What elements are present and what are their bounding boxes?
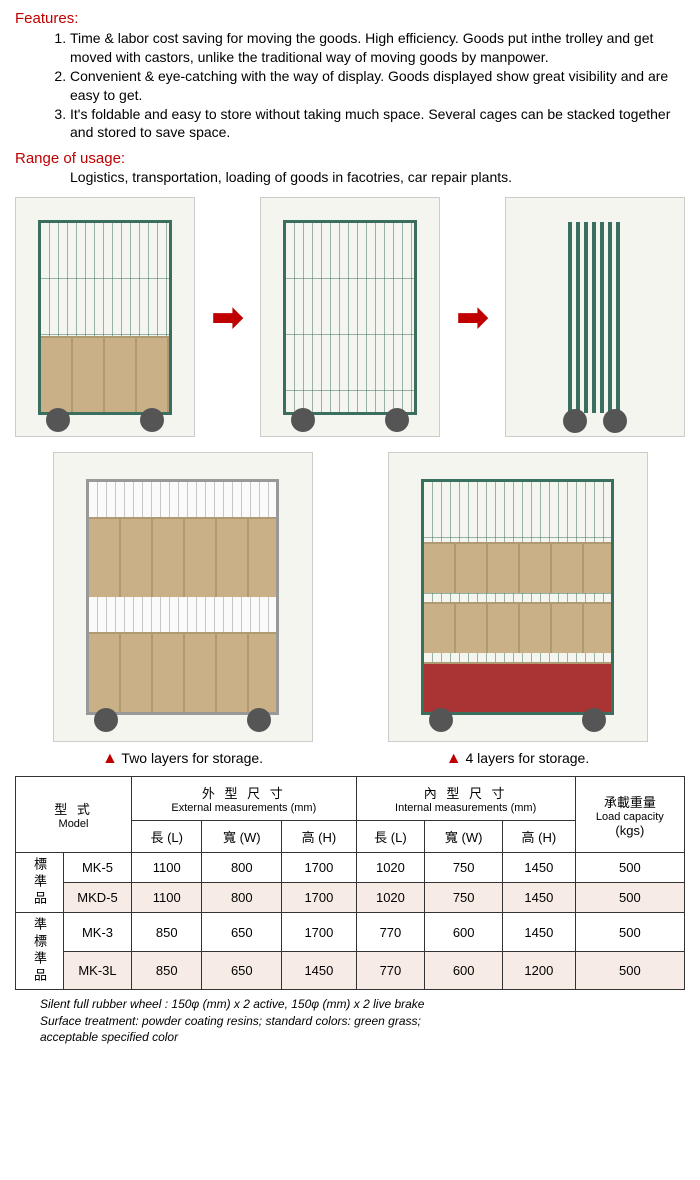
table-cell: MK-5	[63, 853, 131, 883]
col-internal: 內 型 尺 寸 Internal measurements (mm)	[356, 777, 575, 821]
arrow-right-icon: ➡	[457, 295, 489, 340]
col-int-W: 寬 (W)	[425, 821, 503, 853]
table-cell: 500	[575, 853, 684, 883]
table-cell: 1100	[132, 853, 202, 883]
range-text: Logistics, transportation, loading of go…	[70, 169, 685, 185]
table-cell: 1450	[503, 913, 576, 952]
table-cell: 750	[425, 883, 503, 913]
table-cell: 1700	[282, 853, 356, 883]
features-list: Time & labor cost saving for moving the …	[70, 29, 685, 142]
table-cell: MK-3	[63, 913, 131, 952]
folding-sequence: ➡ ➡	[15, 197, 685, 437]
table-cell: 800	[202, 853, 282, 883]
arrow-right-icon: ➡	[212, 295, 244, 340]
row-group-label: 標準品	[16, 853, 64, 913]
four-layer-cart-image	[388, 452, 648, 742]
cart-with-goods-image	[15, 197, 195, 437]
range-heading: Range of usage:	[15, 150, 685, 167]
table-cell: 500	[575, 951, 684, 990]
spec-table: 型 式 Model 外 型 尺 寸 External measurements …	[15, 776, 685, 990]
table-cell: 1700	[282, 913, 356, 952]
table-cell: 1450	[503, 883, 576, 913]
table-cell: MK-3L	[63, 951, 131, 990]
cart-empty-image	[260, 197, 440, 437]
footnote-line: acceptable specified color	[40, 1029, 685, 1045]
table-cell: 500	[575, 913, 684, 952]
table-cell: 850	[132, 951, 202, 990]
two-layer-cart-image	[53, 452, 313, 742]
table-cell: 800	[202, 883, 282, 913]
col-model: 型 式 Model	[16, 777, 132, 853]
footnote-line: Surface treatment: powder coating resins…	[40, 1013, 685, 1029]
table-cell: MKD-5	[63, 883, 131, 913]
col-load: 承載重量 Load capacity (kgs)	[575, 777, 684, 853]
table-cell: 750	[425, 853, 503, 883]
table-cell: 850	[132, 913, 202, 952]
footnote-line: Silent full rubber wheel : 150φ (mm) x 2…	[40, 996, 685, 1012]
storage-variants: ▲ Two layers for storage. ▲ 4 layers for…	[15, 452, 685, 768]
four-layer-caption: ▲ 4 layers for storage.	[388, 750, 648, 768]
table-cell: 1020	[356, 883, 425, 913]
triangle-icon: ▲	[446, 750, 462, 767]
table-cell: 600	[425, 951, 503, 990]
table-cell: 650	[202, 951, 282, 990]
feature-item: It's foldable and easy to store without …	[70, 105, 685, 143]
table-cell: 1450	[282, 951, 356, 990]
feature-item: Time & labor cost saving for moving the …	[70, 29, 685, 67]
footnotes: Silent full rubber wheel : 150φ (mm) x 2…	[40, 996, 685, 1045]
table-row: 準標準品MK-385065017007706001450500	[16, 913, 685, 952]
table-cell: 650	[202, 913, 282, 952]
cart-folded-image	[505, 197, 685, 437]
table-cell: 600	[425, 913, 503, 952]
table-cell: 1020	[356, 853, 425, 883]
col-int-L: 長 (L)	[356, 821, 425, 853]
table-cell: 1700	[282, 883, 356, 913]
table-row: 標準品MK-51100800170010207501450500	[16, 853, 685, 883]
col-int-H: 高 (H)	[503, 821, 576, 853]
col-ext-L: 長 (L)	[132, 821, 202, 853]
table-row: MKD-51100800170010207501450500	[16, 883, 685, 913]
two-layer-caption: ▲ Two layers for storage.	[53, 750, 313, 768]
table-cell: 1100	[132, 883, 202, 913]
col-external: 外 型 尺 寸 External measurements (mm)	[132, 777, 357, 821]
table-cell: 1200	[503, 951, 576, 990]
col-ext-W: 寬 (W)	[202, 821, 282, 853]
table-cell: 1450	[503, 853, 576, 883]
table-cell: 500	[575, 883, 684, 913]
col-ext-H: 高 (H)	[282, 821, 356, 853]
features-heading: Features:	[15, 10, 685, 27]
table-cell: 770	[356, 951, 425, 990]
row-group-label: 準標準品	[16, 913, 64, 990]
table-row: MK-3L85065014507706001200500	[16, 951, 685, 990]
triangle-icon: ▲	[102, 750, 118, 767]
table-cell: 770	[356, 913, 425, 952]
feature-item: Convenient & eye-catching with the way o…	[70, 67, 685, 105]
